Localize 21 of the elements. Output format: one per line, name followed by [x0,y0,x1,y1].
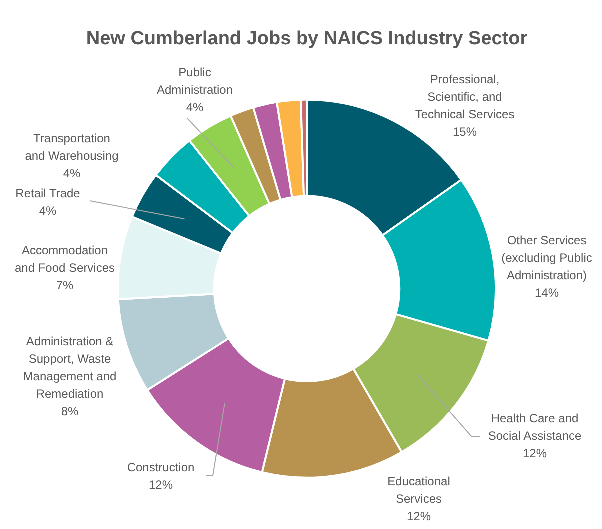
data-label: 15% [452,124,478,139]
chart-title: New Cumberland Jobs by NAICS Industry Sector [86,28,528,50]
slice-label: Administration & Support, Waste Management and Remediation [23,334,117,401]
slice-label: Professional, Scientific, and Technical Services [415,72,515,122]
data-label: 12% [522,446,548,460]
data-label: 12% [148,478,174,492]
slice-label: Public Administration [156,65,234,97]
slice-label: Health Care and Social Assistance [488,411,582,443]
slice-label: Transportation and Warehousing [25,131,119,163]
data-label: 8% [61,404,79,418]
slice-label: Other Services (excluding Public Administration) [502,233,592,282]
slice-label: Construction [127,460,195,474]
data-label: 12% [406,509,432,524]
data-label: 4% [186,100,204,114]
slice-label: Educational Services [388,474,450,506]
data-label: 4% [39,204,57,218]
data-label: 4% [63,166,81,180]
slice-label: Retail Trade [16,186,81,200]
data-label: 7% [56,278,74,292]
slice-label: Accommodation and Food Services [14,243,116,275]
data-label: 14% [534,286,560,300]
